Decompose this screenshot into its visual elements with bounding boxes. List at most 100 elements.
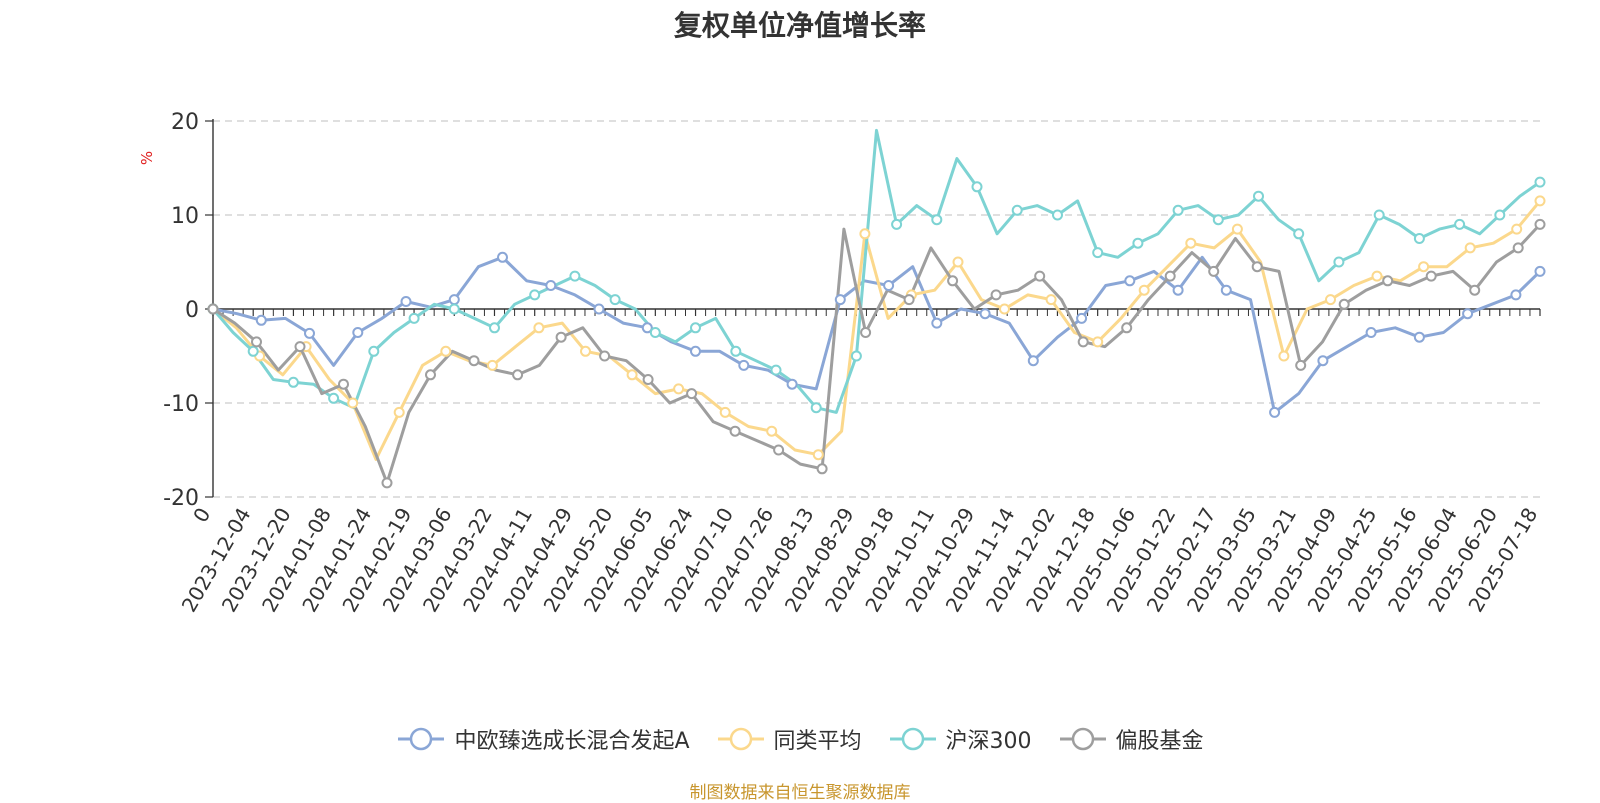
data-point-marker bbox=[545, 280, 557, 291]
data-point-marker bbox=[393, 406, 405, 418]
data-point-marker bbox=[1092, 247, 1104, 259]
x-tick-label: 0 bbox=[188, 504, 215, 527]
data-point-marker bbox=[1534, 218, 1546, 230]
legend-line-circle-icon bbox=[398, 727, 445, 751]
data-point-marker bbox=[247, 345, 259, 357]
data-point-marker bbox=[512, 369, 524, 381]
data-point-marker bbox=[440, 345, 452, 357]
data-point-marker bbox=[609, 294, 621, 306]
series-line-1 bbox=[212, 199, 1542, 461]
legend-label: 沪深300 bbox=[945, 729, 1032, 754]
line-chart: 20100-10-2002023-12-042023-12-202024-01-… bbox=[138, 110, 1546, 616]
data-point-marker bbox=[255, 314, 267, 326]
data-point-marker bbox=[1464, 242, 1476, 254]
data-point-marker bbox=[1231, 223, 1243, 235]
data-point-marker bbox=[1333, 256, 1345, 268]
data-point-marker bbox=[719, 406, 731, 418]
data-point-marker bbox=[287, 376, 299, 388]
data-point-marker bbox=[529, 289, 541, 301]
data-point-marker bbox=[1295, 359, 1307, 371]
data-point-marker bbox=[1425, 270, 1437, 282]
data-point-marker bbox=[1121, 322, 1133, 334]
data-point-marker bbox=[1325, 294, 1336, 306]
gridlines bbox=[213, 120, 1540, 498]
data-point-marker bbox=[834, 294, 846, 306]
data-point-marker bbox=[859, 228, 871, 240]
data-point-marker bbox=[1278, 350, 1290, 362]
data-point-marker bbox=[686, 388, 698, 400]
data-point-marker bbox=[1124, 275, 1136, 287]
data-point-marker bbox=[381, 477, 393, 489]
legend-item-3[interactable]: 偏股基金 bbox=[1058, 723, 1204, 755]
data-point-marker bbox=[1164, 270, 1176, 282]
data-point-marker bbox=[690, 345, 701, 357]
data-point-marker bbox=[952, 256, 964, 268]
data-point-marker bbox=[347, 397, 359, 409]
data-point-marker bbox=[641, 322, 653, 334]
data-point-marker bbox=[812, 449, 824, 461]
legend-label: 中欧臻选成长混合发起A bbox=[454, 729, 690, 754]
data-point-marker bbox=[489, 322, 500, 334]
legend-item-2[interactable]: 沪深300 bbox=[888, 723, 1032, 755]
data-point-marker bbox=[1045, 294, 1057, 306]
data-point-marker bbox=[738, 359, 750, 371]
data-point-marker bbox=[1338, 298, 1350, 310]
legend-item-0[interactable]: 中欧臻选成长混合发起A bbox=[396, 723, 690, 755]
data-point-marker bbox=[999, 303, 1010, 315]
data-point-marker bbox=[294, 341, 306, 353]
data-point-marker bbox=[1510, 289, 1522, 301]
data-point-marker bbox=[352, 327, 364, 338]
data-point-marker bbox=[400, 296, 412, 307]
series-markers bbox=[207, 176, 1546, 489]
data-point-marker bbox=[1512, 242, 1524, 254]
data-point-marker bbox=[555, 331, 567, 343]
data-point-marker bbox=[850, 350, 862, 362]
data-point-marker bbox=[497, 251, 508, 263]
data-point-marker bbox=[673, 383, 685, 395]
data-point-marker bbox=[580, 345, 591, 357]
data-point-marker bbox=[425, 369, 436, 381]
data-point-marker bbox=[328, 392, 340, 404]
data-point-marker bbox=[773, 444, 785, 456]
y-tick-label: -10 bbox=[163, 392, 199, 417]
legend-label: 同类平均 bbox=[773, 729, 862, 754]
legend-label: 偏股基金 bbox=[1115, 729, 1204, 754]
data-point-marker bbox=[1462, 308, 1474, 320]
data-point-marker bbox=[1373, 209, 1385, 221]
data-point-marker bbox=[468, 355, 480, 367]
data-point-marker bbox=[979, 308, 991, 320]
data-point-marker bbox=[1454, 218, 1466, 230]
data-point-marker bbox=[931, 214, 943, 226]
data-point-marker bbox=[947, 275, 959, 287]
data-point-marker bbox=[816, 463, 828, 475]
data-point-marker bbox=[1138, 284, 1150, 296]
data-point-marker bbox=[1220, 284, 1232, 296]
data-point-marker bbox=[1494, 209, 1506, 221]
legend-line-circle-icon bbox=[889, 727, 936, 751]
data-point-marker bbox=[626, 369, 638, 381]
data-point-marker bbox=[486, 359, 498, 371]
data-point-marker bbox=[1269, 406, 1281, 418]
data-point-marker bbox=[990, 289, 1002, 301]
data-point-marker bbox=[1413, 233, 1425, 244]
source-note: 制图数据来自恒生聚源数据库 bbox=[689, 783, 911, 803]
data-point-marker bbox=[766, 425, 778, 437]
data-point-marker bbox=[1251, 261, 1263, 273]
y-tick-label: 0 bbox=[185, 298, 199, 323]
data-point-marker bbox=[891, 218, 903, 230]
data-point-marker bbox=[1469, 284, 1481, 296]
data-point-marker bbox=[1034, 270, 1046, 282]
chart-title: 复权单位净值增长率 bbox=[673, 9, 926, 42]
data-point-marker bbox=[903, 294, 915, 306]
data-point-marker bbox=[599, 350, 611, 362]
data-point-marker bbox=[569, 270, 581, 282]
data-point-marker bbox=[368, 345, 380, 357]
legend-item-1[interactable]: 同类平均 bbox=[716, 723, 862, 755]
data-point-marker bbox=[207, 303, 219, 315]
y-tick-label: 10 bbox=[171, 204, 199, 229]
data-point-marker bbox=[883, 280, 895, 291]
data-point-marker bbox=[593, 303, 605, 315]
data-point-marker bbox=[860, 327, 872, 338]
data-point-marker bbox=[1253, 190, 1264, 202]
data-point-marker bbox=[1076, 312, 1088, 324]
